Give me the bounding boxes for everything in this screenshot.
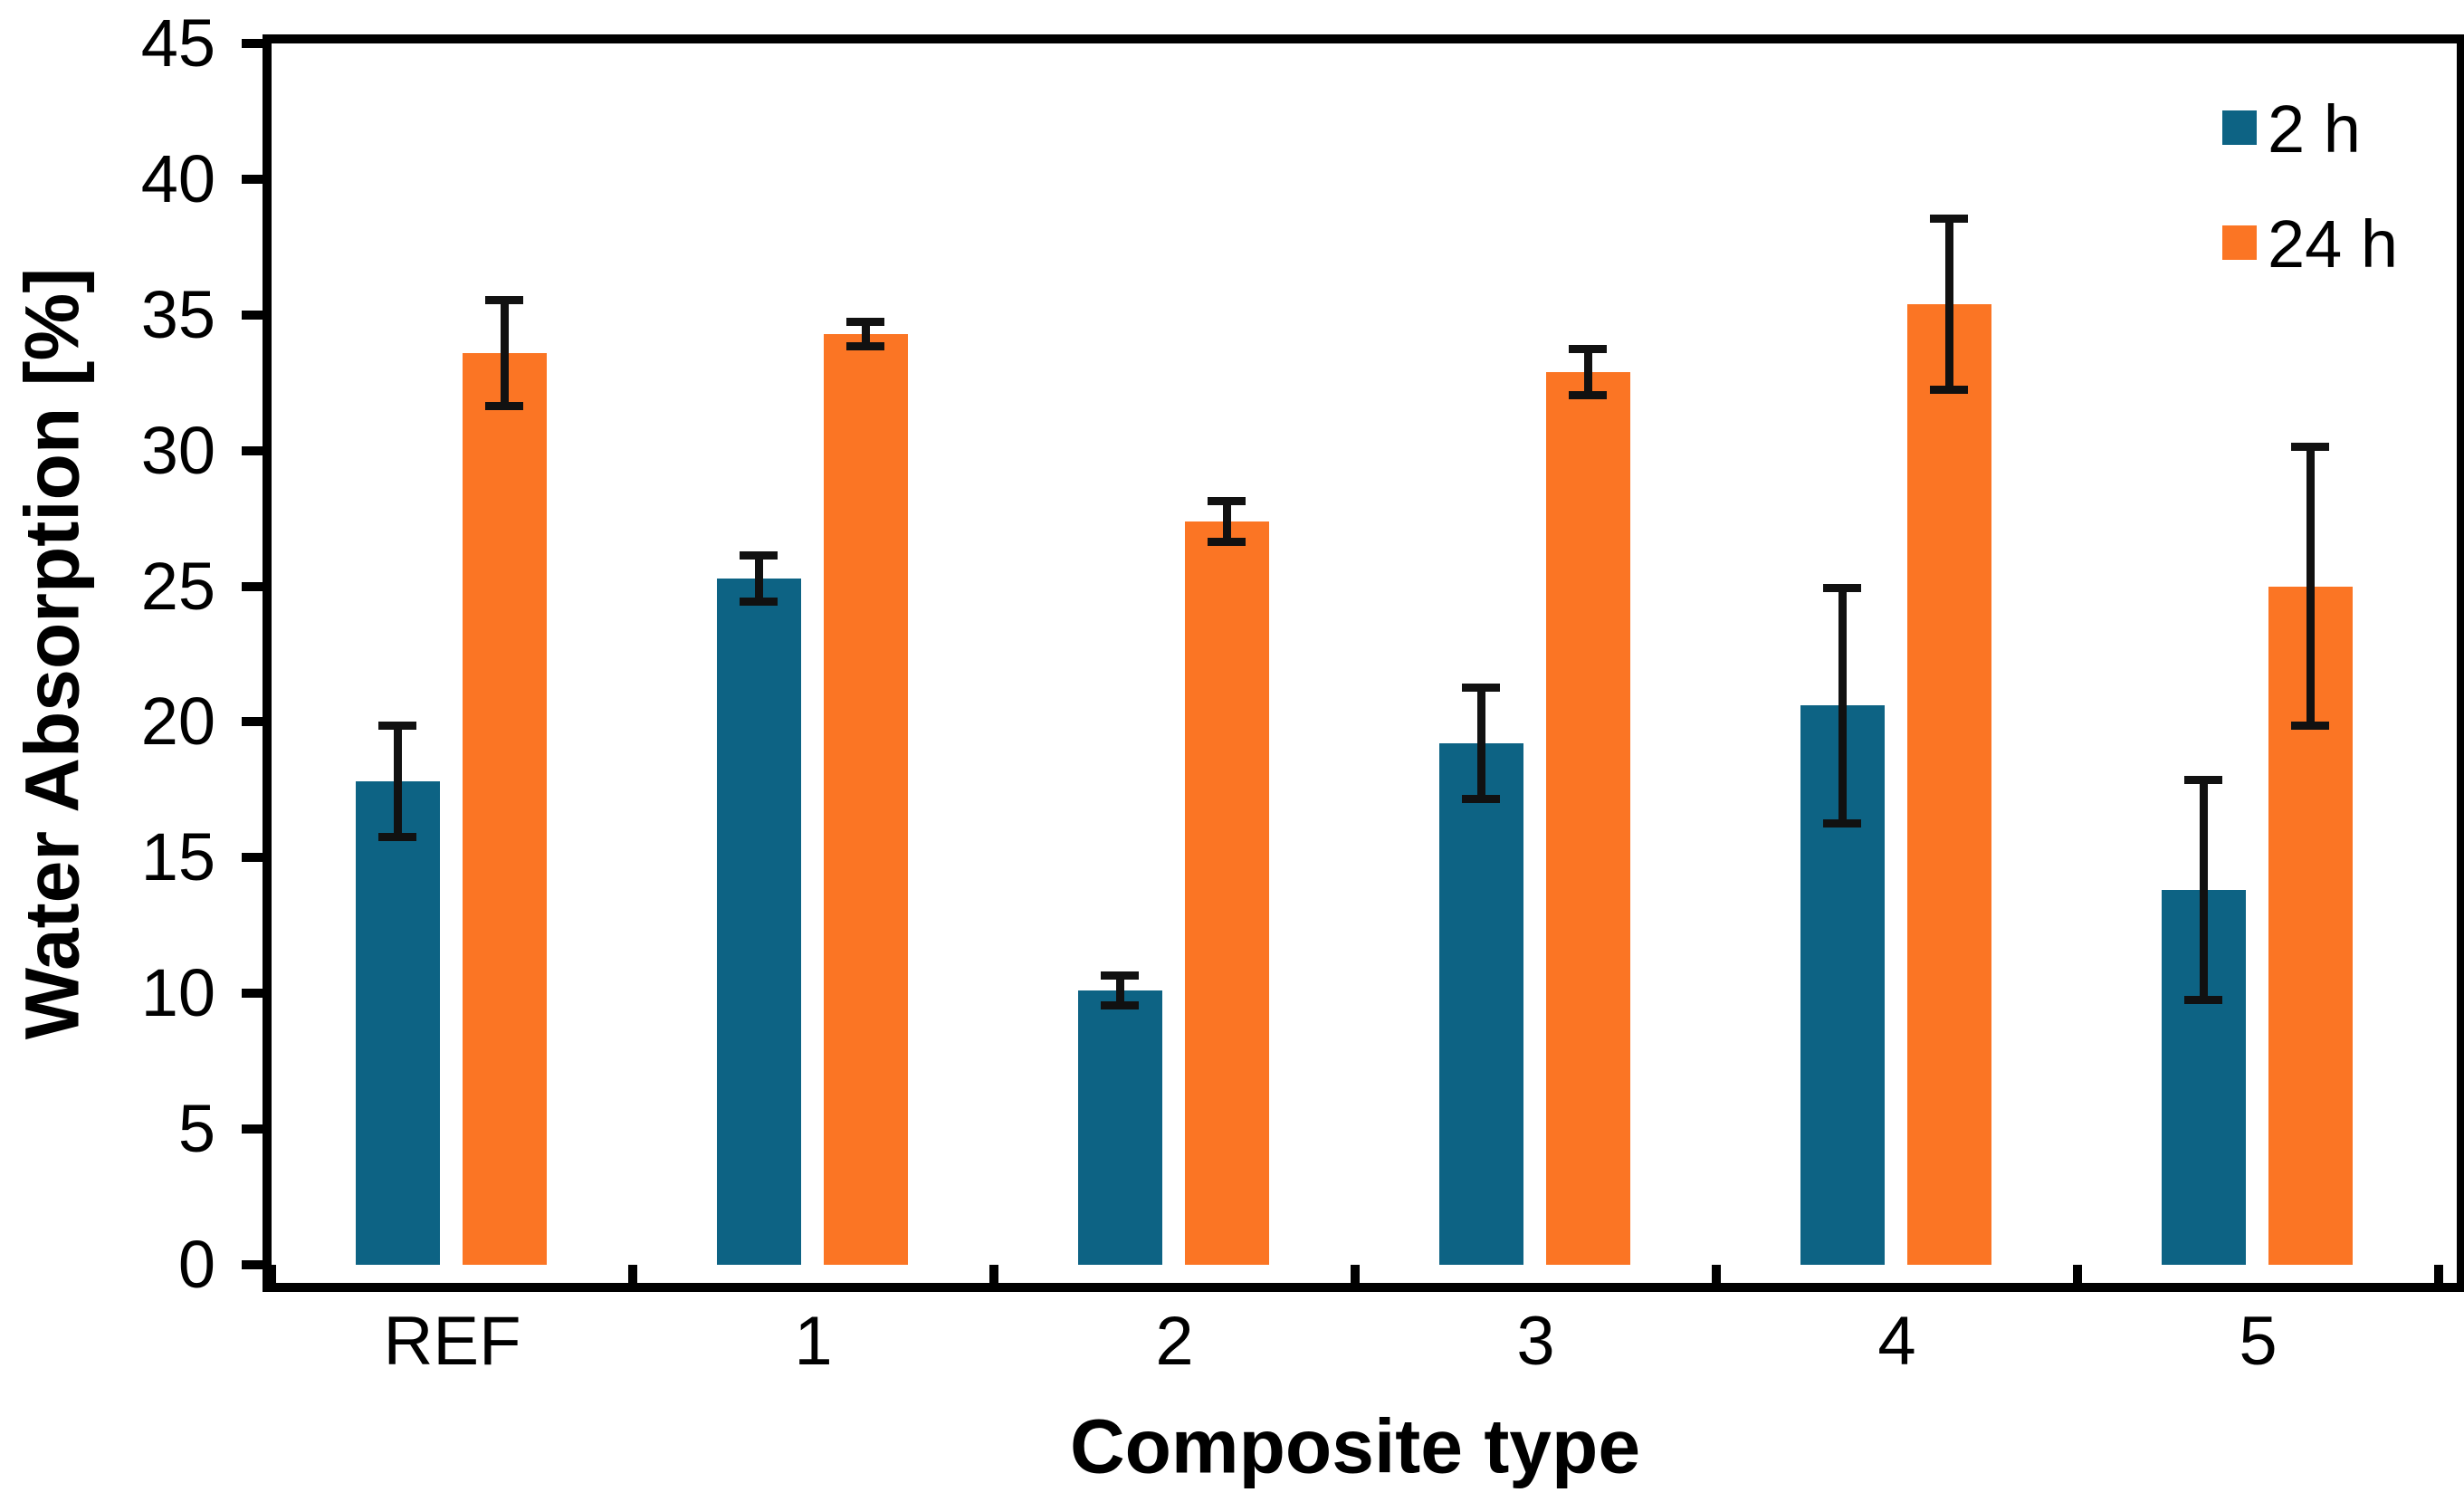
y-tick-label: 10 — [140, 955, 215, 1031]
x-tick-mark — [628, 1265, 637, 1289]
y-tick-mark — [242, 581, 263, 591]
error-bar-cap-bottom — [2291, 722, 2329, 731]
error-bar-cap-top — [846, 317, 884, 326]
y-tick-label: 5 — [177, 1091, 215, 1167]
error-bar-stem — [2199, 776, 2208, 1005]
error-bar-stem — [1583, 344, 1592, 399]
error-bar-stem — [754, 550, 763, 606]
error-bar-cap-bottom — [846, 341, 884, 350]
error-bar-cap-bottom — [1823, 819, 1861, 828]
y-tick-mark — [242, 989, 263, 999]
x-category-label: 1 — [794, 1303, 833, 1380]
error-bar-cap-bottom — [1569, 390, 1607, 399]
x-axis-title: Composite type — [1069, 1403, 1641, 1489]
error-bar-cap-top — [2184, 776, 2222, 785]
error-bar-stem — [1838, 583, 1847, 828]
error-bar-cap-bottom — [378, 833, 416, 842]
error-bar-cap-bottom — [1101, 1001, 1139, 1010]
bar-24h-2 — [1184, 521, 1269, 1265]
bar-2h-3 — [1438, 743, 1523, 1265]
legend-label-24h: 24 h — [2268, 206, 2399, 282]
error-bar-cap-bottom — [2184, 996, 2222, 1005]
x-category-label: 2 — [1155, 1303, 1194, 1380]
legend-label-2h: 2 h — [2268, 91, 2361, 167]
x-tick-mark — [989, 1265, 998, 1289]
y-tick-label: 15 — [140, 819, 215, 895]
bar-24h-1 — [823, 333, 908, 1265]
legend-swatch-24h — [2222, 225, 2257, 260]
error-bar-cap-top — [1208, 496, 1246, 505]
error-bar-stem — [1476, 684, 1485, 804]
bar-24h-4 — [1906, 303, 1991, 1265]
bar-2h-REF — [355, 781, 440, 1265]
error-bar-stem — [1115, 971, 1124, 1010]
error-bar-cap-bottom — [1462, 795, 1500, 804]
error-bar-cap-top — [1462, 684, 1500, 693]
x-tick-mark — [2073, 1265, 2082, 1289]
error-bar-cap-top — [378, 722, 416, 731]
y-tick-label: 45 — [140, 5, 215, 81]
error-bar-stem — [2306, 442, 2315, 731]
y-tick-label: 40 — [140, 140, 215, 216]
error-bar-stem — [861, 317, 870, 350]
y-axis-title: Water Absorption [%] — [9, 267, 95, 1040]
error-bar-cap-top — [1823, 583, 1861, 592]
error-bar-stem — [1944, 214, 1953, 394]
y-tick-label: 20 — [140, 684, 215, 760]
error-bar-cap-top — [1930, 214, 1968, 223]
x-tick-mark — [2434, 1265, 2443, 1289]
error-bar-cap-bottom — [740, 597, 778, 606]
bar-24h-3 — [1545, 371, 1630, 1265]
y-tick-label: 35 — [140, 276, 215, 352]
x-tick-mark — [1712, 1265, 1721, 1289]
y-tick-mark — [242, 174, 263, 184]
error-bar-stem — [500, 295, 509, 410]
y-tick-mark — [242, 1124, 263, 1134]
error-bar-cap-bottom — [1930, 385, 1968, 394]
x-category-label: 4 — [1877, 1303, 1916, 1380]
x-tick-mark — [1351, 1265, 1360, 1289]
bar-24h-REF — [462, 352, 547, 1265]
error-bar-cap-top — [1101, 971, 1139, 981]
bar-2h-1 — [716, 578, 801, 1265]
legend-swatch-2h — [2222, 110, 2257, 145]
y-tick-mark — [242, 445, 263, 455]
y-tick-label: 30 — [140, 412, 215, 488]
y-tick-mark — [242, 853, 263, 863]
y-tick-mark — [242, 310, 263, 320]
error-bar-cap-top — [485, 295, 523, 304]
bar-2h-2 — [1077, 990, 1162, 1265]
x-category-label: REF — [383, 1303, 521, 1380]
x-tick-mark — [267, 1265, 276, 1289]
error-bar-cap-bottom — [1208, 537, 1246, 546]
error-bar-cap-top — [740, 550, 778, 560]
x-category-label: 5 — [2239, 1303, 2278, 1380]
y-tick-mark — [242, 39, 263, 48]
y-tick-label: 0 — [177, 1227, 215, 1302]
error-bar-cap-top — [2291, 442, 2329, 451]
error-bar-stem — [1222, 496, 1231, 546]
error-bar-cap-bottom — [485, 401, 523, 410]
y-tick-mark — [242, 717, 263, 727]
plot-area — [263, 34, 2464, 1292]
y-tick-mark — [242, 1260, 263, 1269]
x-category-label: 3 — [1516, 1303, 1555, 1380]
error-bar-cap-top — [1569, 344, 1607, 353]
y-tick-label: 25 — [140, 548, 215, 624]
error-bar-stem — [393, 722, 402, 842]
